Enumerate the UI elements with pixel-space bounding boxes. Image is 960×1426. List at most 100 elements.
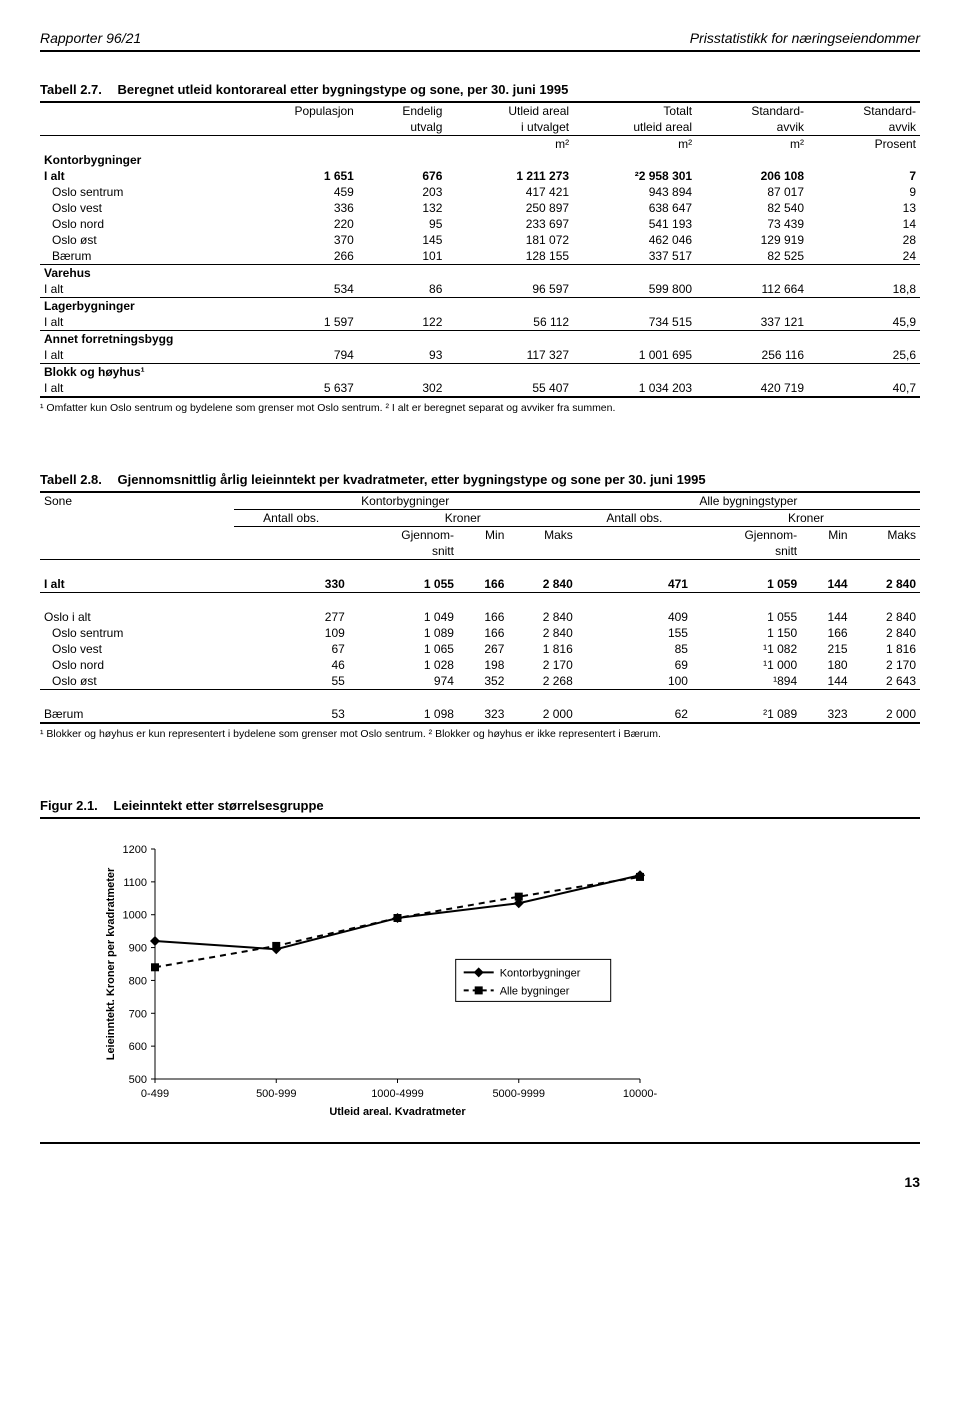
rule [40, 396, 920, 398]
square-marker [636, 873, 644, 881]
cell: 198 [458, 657, 508, 673]
cell: 166 [801, 625, 851, 641]
cell: 82 525 [696, 248, 808, 265]
cell: 250 897 [446, 200, 573, 216]
cell: 2 840 [508, 576, 576, 593]
th-unit: m² [696, 136, 808, 153]
cell: 1 065 [349, 641, 458, 657]
cell: 330 [234, 576, 349, 593]
row-name: Oslo vest [40, 641, 234, 657]
cell: 100 [577, 673, 692, 690]
cell: 145 [358, 232, 447, 248]
row-name: Oslo øst [40, 232, 234, 248]
cell: 1 059 [692, 576, 801, 593]
cell: 73 439 [696, 216, 808, 232]
cell: 1 089 [349, 625, 458, 641]
ytick-label: 900 [129, 943, 147, 955]
cell: 1 001 695 [573, 347, 696, 364]
th-unit: m² [573, 136, 696, 153]
page-header: Rapporter 96/21 Prisstatistikk for nærin… [40, 30, 920, 52]
page-number: 13 [40, 1174, 920, 1190]
xtick-label: 5000-9999 [492, 1088, 545, 1100]
cell: ¹1 000 [692, 657, 801, 673]
table27-title-text: Beregnet utleid kontorareal etter bygnin… [118, 82, 569, 97]
th: Min [458, 527, 508, 544]
cell: 352 [458, 673, 508, 690]
cell: 256 116 [696, 347, 808, 364]
ytick-label: 500 [129, 1074, 147, 1086]
cell: 144 [801, 609, 851, 625]
th: Antall obs. [577, 510, 692, 527]
figure21-title-num: Figur 2.1. [40, 798, 98, 813]
cell: 323 [458, 706, 508, 722]
th-unit: m² [446, 136, 573, 153]
cell: 794 [234, 347, 358, 364]
header-left: Rapporter 96/21 [40, 30, 141, 46]
cell: 2 170 [852, 657, 920, 673]
section-label: Blokk og høyhus¹ [40, 364, 234, 381]
th: Standard- [696, 103, 808, 119]
square-marker [151, 963, 159, 971]
square-marker [272, 942, 280, 950]
cell: 5 637 [234, 380, 358, 396]
cell: 69 [577, 657, 692, 673]
cell: 46 [234, 657, 349, 673]
cell: 1 098 [349, 706, 458, 722]
th: Populasjon [234, 103, 358, 119]
ytick-label: 1000 [123, 910, 147, 922]
rule [40, 722, 920, 724]
cell: 266 [234, 248, 358, 265]
cell: 233 697 [446, 216, 573, 232]
square-marker [515, 893, 523, 901]
row-name: I alt [40, 281, 234, 298]
table28-title-text: Gjennomsnittlig årlig leieinntekt per kv… [118, 472, 706, 487]
row-name: I alt [40, 380, 234, 396]
th: Maks [852, 527, 920, 544]
cell: 1 028 [349, 657, 458, 673]
figure21-title: Figur 2.1. Leieinntekt etter størrelsesg… [40, 798, 920, 813]
th: avvik [808, 119, 920, 136]
table27-title: Tabell 2.7. Beregnet utleid kontorareal … [40, 82, 920, 97]
cell: 215 [801, 641, 851, 657]
th: snitt [692, 543, 801, 560]
cell: 1 651 [234, 168, 358, 184]
cell: 370 [234, 232, 358, 248]
row-name: Oslo vest [40, 200, 234, 216]
rule [40, 817, 920, 819]
cell: 676 [358, 168, 447, 184]
cell: 943 894 [573, 184, 696, 200]
row-name: Oslo øst [40, 673, 234, 690]
th-unit: Prosent [808, 136, 920, 153]
cell: 45,9 [808, 314, 920, 331]
cell: 67 [234, 641, 349, 657]
cell: 117 327 [446, 347, 573, 364]
cell: 462 046 [573, 232, 696, 248]
cell: ²2 958 301 [573, 168, 696, 184]
row-name: I alt [40, 347, 234, 364]
section-label: Kontorbygninger [40, 152, 234, 168]
table28-footnote: ¹ Blokker og høyhus er kun representert … [40, 728, 920, 740]
cell: 14 [808, 216, 920, 232]
xtick-label: 1000-4999 [371, 1088, 424, 1100]
cell: 974 [349, 673, 458, 690]
th: avvik [696, 119, 808, 136]
cell: 337 121 [696, 314, 808, 331]
cell: 62 [577, 706, 692, 722]
table27-title-num: Tabell 2.7. [40, 82, 102, 97]
th: snitt [349, 543, 458, 560]
cell: 93 [358, 347, 447, 364]
cell: 1 150 [692, 625, 801, 641]
cell: 166 [458, 576, 508, 593]
table28: Sone Kontorbygninger Alle bygningstyper … [40, 493, 920, 722]
ytick-label: 600 [129, 1041, 147, 1053]
cell: 323 [801, 706, 851, 722]
table28-title: Tabell 2.8. Gjennomsnittlig årlig leiein… [40, 472, 920, 487]
ytick-label: 800 [129, 975, 147, 987]
cell: 277 [234, 609, 349, 625]
th: Gjennom- [692, 527, 801, 544]
row-name: Oslo sentrum [40, 625, 234, 641]
th: Kroner [692, 510, 920, 527]
cell: 2 000 [508, 706, 576, 722]
cell: 337 517 [573, 248, 696, 265]
figure21-chart: 5006007008009001000110012000-499500-9991… [100, 839, 920, 1122]
